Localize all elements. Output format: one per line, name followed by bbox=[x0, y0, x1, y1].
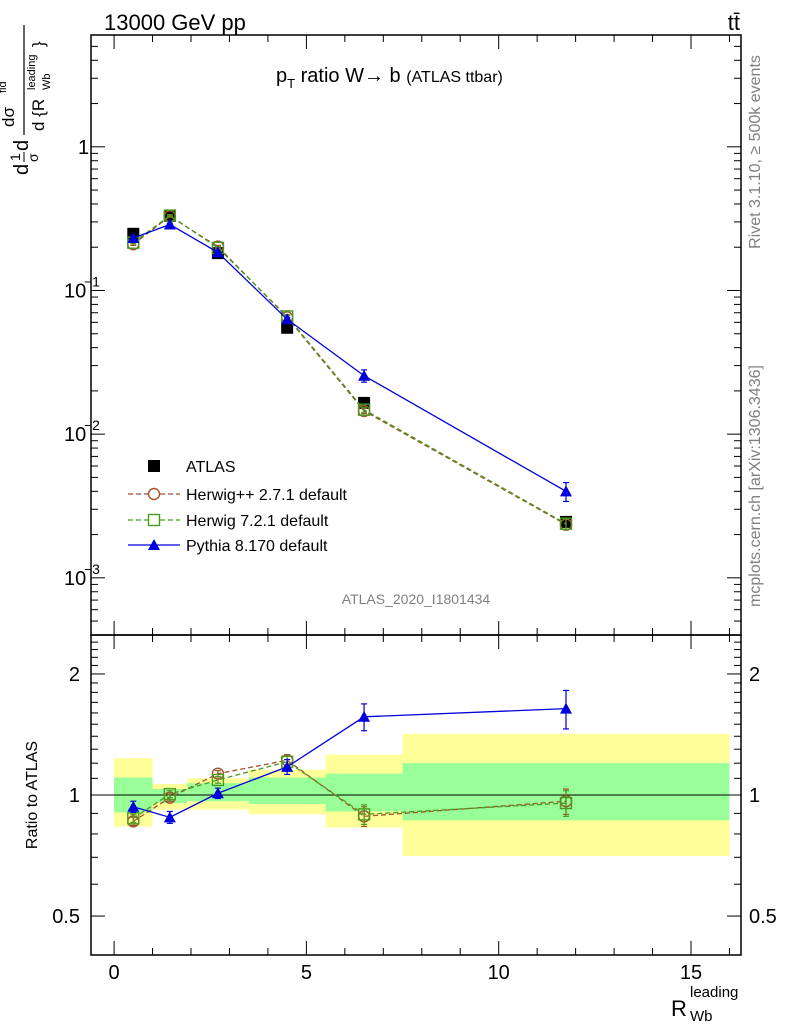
y-tick-exp-main: −1 bbox=[84, 273, 100, 289]
y-tick-label-ratio-right: 2 bbox=[749, 664, 760, 686]
x-tick-label: 10 bbox=[488, 962, 510, 984]
ylabel-lead-d: d bbox=[11, 164, 33, 175]
series-line-herwigpp bbox=[132, 215, 567, 526]
legend-label-herwigpp: Herwig++ 2.7.1 default bbox=[186, 487, 348, 504]
legend-marker-pythia bbox=[148, 539, 160, 550]
y-tick-label-main: 10 bbox=[64, 568, 86, 590]
x-tick-label: 0 bbox=[109, 962, 120, 984]
marker-pythia bbox=[281, 760, 294, 772]
ylabel-fid: fid bbox=[0, 81, 9, 93]
legend-entry-atlas: ATLAS bbox=[148, 459, 236, 476]
marker-pythia bbox=[560, 485, 572, 497]
xlabel-sub: Wb bbox=[690, 1008, 713, 1024]
legend-entry-pythia: Pythia 8.170 default bbox=[128, 538, 328, 555]
xlabel-base: R bbox=[671, 996, 687, 1021]
ratio-ylabel: Ratio to ATLAS bbox=[24, 741, 41, 849]
marker-herwig7 bbox=[211, 773, 225, 787]
marker-pythia bbox=[127, 800, 140, 812]
marker-herwig7 bbox=[163, 787, 177, 801]
main-panel: 110−110−210−3 pT ratio W→ b (ATLAS ttbar… bbox=[0, 25, 742, 636]
ylabel-sup: leading bbox=[26, 55, 38, 90]
y-tick-label-ratio-left: 0.5 bbox=[52, 906, 80, 928]
process-label: tt̄ bbox=[728, 10, 740, 35]
marker-pythia bbox=[211, 246, 224, 258]
x-axis-label: R leading Wb bbox=[671, 984, 738, 1024]
marker-pythia bbox=[163, 811, 176, 823]
y-tick-label-main: 1 bbox=[78, 137, 89, 159]
legend-label-pythia: Pythia 8.170 default bbox=[186, 538, 328, 555]
title-tag: (ATLAS ttbar) bbox=[406, 69, 503, 86]
ylabel-denom: d {R bbox=[29, 99, 48, 131]
marker-pythia bbox=[163, 218, 176, 230]
y-tick-label-ratio-right: 1 bbox=[749, 785, 760, 807]
y-tick-label-ratio-right: 0.5 bbox=[749, 906, 777, 928]
uncertainty-band-inner bbox=[248, 777, 326, 804]
ratio-ticks: 0.5 0.5 1 1 2 2 0 5 10 15 bbox=[52, 634, 777, 984]
x-tick-label: 15 bbox=[680, 962, 702, 984]
ratio-series bbox=[127, 689, 573, 828]
main-ticks: 110−110−210−3 bbox=[64, 34, 741, 636]
marker-herwig7 bbox=[357, 403, 371, 416]
legend-label-atlas: ATLAS bbox=[186, 459, 236, 476]
y-tick-exp-main: −3 bbox=[84, 561, 100, 577]
legend-marker-herwigpp bbox=[147, 487, 161, 501]
legend-entry-herwig7: Herwig 7.2.1 default bbox=[128, 513, 329, 530]
y-tick-exp-main: −2 bbox=[84, 417, 100, 433]
marker-herwig7 bbox=[357, 808, 371, 821]
legend-entry-herwigpp: Herwig++ 2.7.1 default bbox=[128, 487, 348, 504]
x-tick-label: 5 bbox=[301, 962, 312, 984]
y-tick-label-main: 10 bbox=[64, 424, 86, 446]
main-series bbox=[127, 209, 573, 531]
ratio-panel: 0.5 0.5 1 1 2 2 0 5 10 15 Ratio to ATLAS R leadin… bbox=[24, 634, 777, 1024]
legend-marker-herwig7 bbox=[147, 513, 161, 527]
plot-title: pT ratio W→ b (ATLAS ttbar) bbox=[276, 65, 503, 91]
xlabel-sup: leading bbox=[690, 984, 738, 1001]
title-p: p bbox=[276, 65, 287, 87]
title-arrow: → bbox=[364, 65, 384, 87]
marker-pythia bbox=[281, 313, 294, 325]
analysis-watermark: ATLAS_2020_I1801434 bbox=[342, 591, 491, 607]
marker-pythia bbox=[358, 369, 371, 381]
rivet-label: Rivet 3.1.10, ≥ 500k events bbox=[747, 55, 764, 249]
marker-pythia bbox=[211, 787, 224, 799]
mcplots-label: mcplots.cern.ch [arXiv:1306.3436] bbox=[747, 365, 764, 607]
main-ylabel: d 1 σ d dσ fid d {R leading Wb } bbox=[0, 25, 53, 175]
title-b: b bbox=[384, 65, 406, 87]
marker-herwig7 bbox=[559, 796, 573, 810]
series-line-herwig7 bbox=[132, 214, 567, 525]
ylabel-d2: d bbox=[11, 140, 33, 151]
title-sub-t: T bbox=[287, 76, 295, 91]
legend-label-herwig7: Herwig 7.2.1 default bbox=[186, 513, 329, 530]
ylabel-one: 1 bbox=[7, 153, 23, 161]
marker-pythia bbox=[358, 710, 371, 722]
title-ratio-w: ratio W bbox=[295, 65, 364, 87]
y-tick-label-ratio-left: 1 bbox=[69, 785, 80, 807]
marker-atlas bbox=[281, 321, 294, 334]
series-line-herwigpp bbox=[132, 759, 567, 822]
ylabel-close: } bbox=[29, 41, 48, 47]
legend: ATLAS Herwig++ 2.7.1 default Herwig 7.2.… bbox=[128, 459, 348, 555]
ylabel-sigma: σ bbox=[25, 153, 41, 162]
marker-pythia bbox=[560, 702, 572, 714]
energy-label: 13000 GeV pp bbox=[104, 10, 246, 35]
marker-herwig7 bbox=[559, 517, 573, 530]
y-tick-label-main: 10 bbox=[64, 280, 86, 302]
ylabel-sub: Wb bbox=[41, 74, 53, 91]
legend-marker-atlas bbox=[148, 460, 160, 472]
marker-pythia bbox=[127, 231, 140, 243]
series-line-pythia bbox=[133, 223, 567, 492]
ylabel-dsig: dσ bbox=[0, 107, 18, 127]
y-tick-label-ratio-left: 2 bbox=[69, 664, 80, 686]
series-line-pythia bbox=[133, 707, 567, 819]
